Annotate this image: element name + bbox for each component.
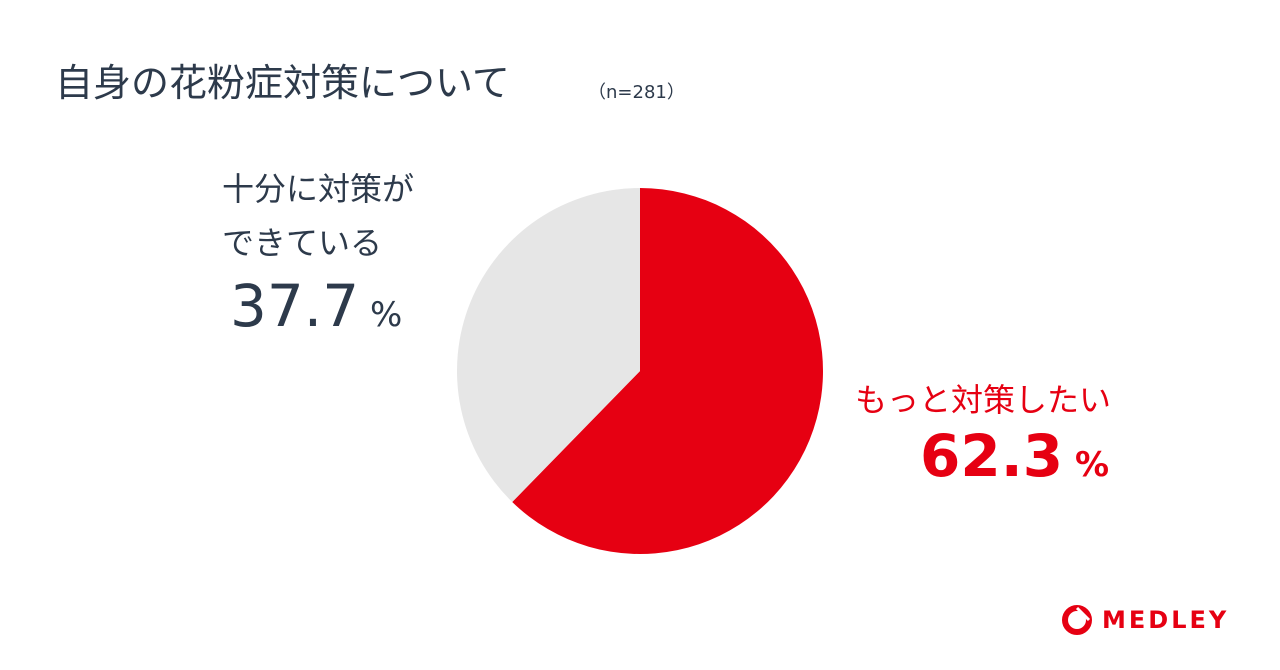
logo-text: MEDLEY <box>1102 606 1230 634</box>
logo: MEDLEY <box>1060 603 1229 637</box>
chart-title: 自身の花粉症対策について <box>55 61 510 105</box>
logo-icon <box>1062 605 1092 635</box>
category-label: 十分に対策ができている <box>222 170 415 262</box>
value-label: 62.3 % <box>920 422 1110 490</box>
pie-slice <box>457 188 640 503</box>
chart-subtitle: （n=281） <box>588 82 685 103</box>
pie-slice <box>512 188 823 554</box>
value-label: 37.7 % <box>230 272 403 340</box>
category-label: もっと対策したい <box>855 381 1112 419</box>
